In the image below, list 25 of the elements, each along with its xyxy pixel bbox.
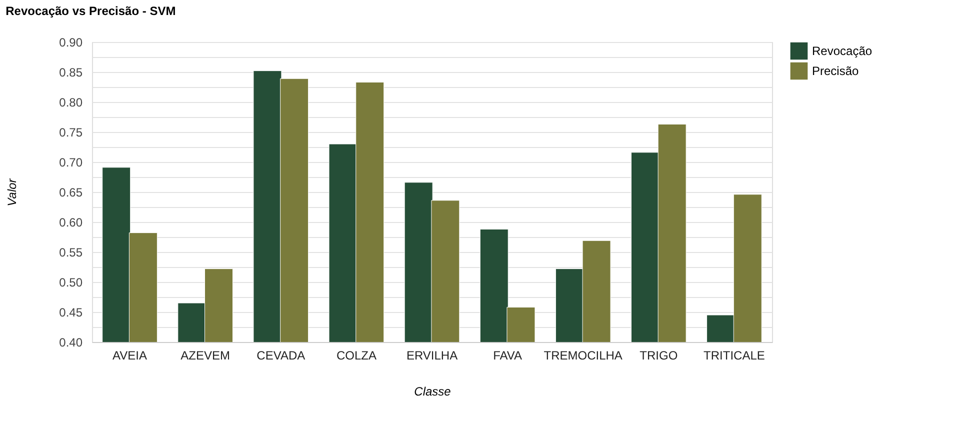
y-tick-label: 0.85 xyxy=(59,66,83,80)
y-tick-label: 0.50 xyxy=(59,276,83,290)
x-tick-label: AVEIA xyxy=(112,348,148,362)
x-tick-label: TREMOCILHA xyxy=(544,348,622,362)
y-tick-label: 0.55 xyxy=(59,246,83,260)
x-tick-label: CEVADA xyxy=(256,348,306,362)
x-tick-label: COLZA xyxy=(336,348,376,362)
y-tick-label: 0.60 xyxy=(59,216,83,230)
y-tick-label: 0.40 xyxy=(59,336,83,350)
y-tick-label: 0.70 xyxy=(59,156,83,170)
y-axis-title: Valor xyxy=(5,178,20,206)
x-tick-label: TRIGO xyxy=(640,348,678,362)
y-tick-label: 0.80 xyxy=(59,96,83,110)
y-tick-label: 0.65 xyxy=(59,186,83,200)
x-tick-label: TRITICALE xyxy=(704,348,765,362)
y-tick-label: 0.90 xyxy=(59,36,83,50)
x-tick-label: ERVILHA xyxy=(406,348,458,362)
chart-title: Revocação vs Precisão - SVM xyxy=(6,4,176,18)
legend-label: Revocação xyxy=(812,44,872,58)
x-tick-label: AZEVEM xyxy=(180,348,230,362)
legend-label: Precisão xyxy=(812,64,860,78)
x-axis-title: Classe xyxy=(414,384,452,398)
x-tick-label: FAVA xyxy=(493,348,522,362)
y-tick-label: 0.75 xyxy=(59,126,83,140)
y-tick-label: 0.45 xyxy=(59,306,83,320)
